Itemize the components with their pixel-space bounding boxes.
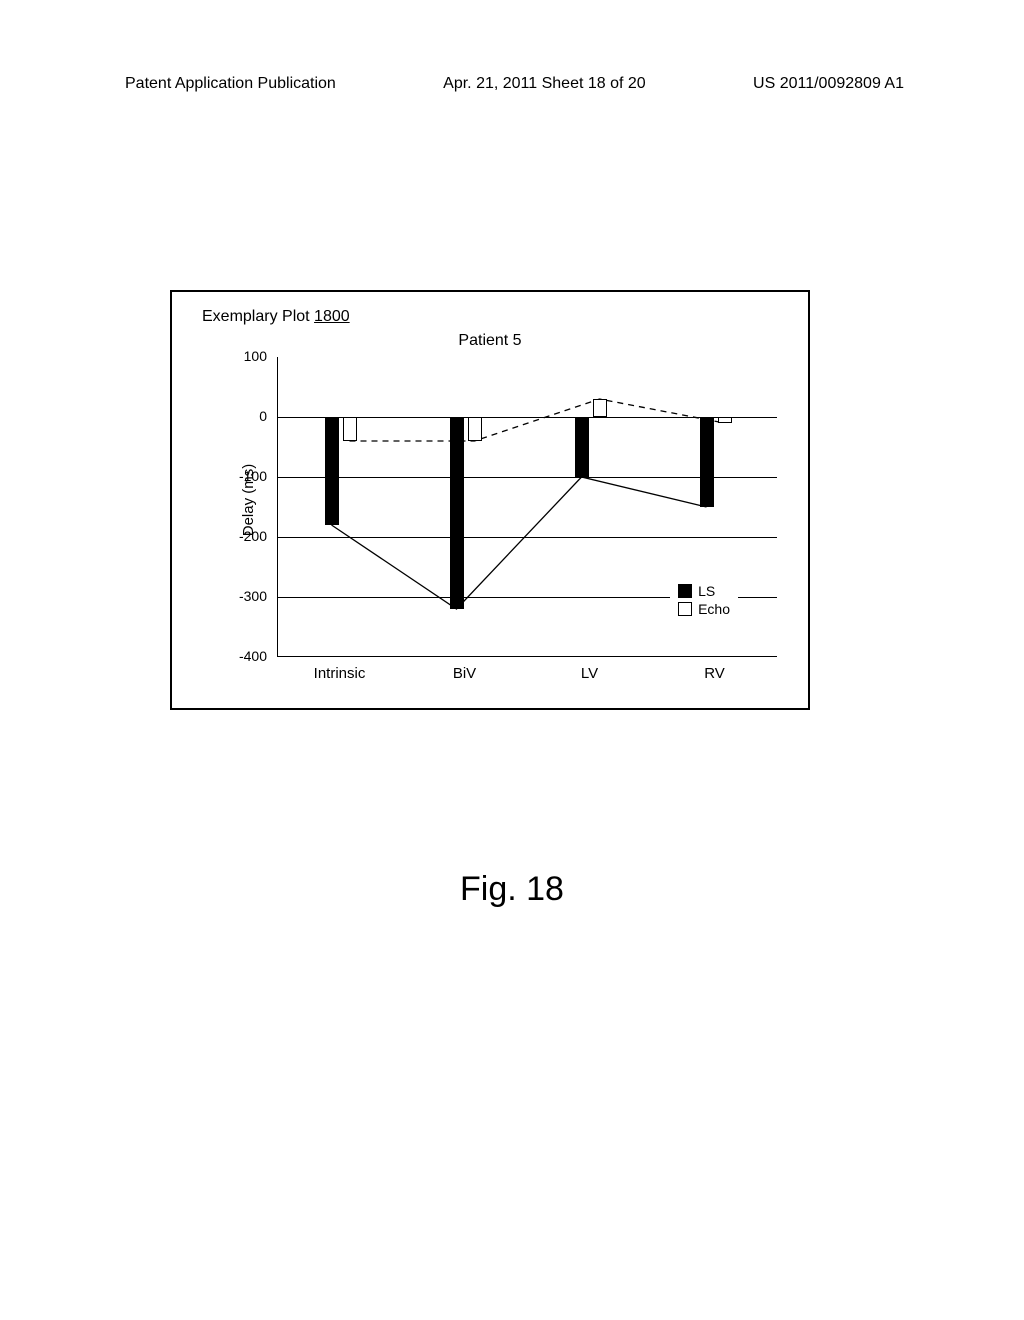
x-tick-label: Intrinsic bbox=[290, 665, 390, 682]
bar-ls bbox=[575, 417, 589, 477]
x-tick-label: LV bbox=[540, 665, 640, 682]
legend-swatch-outline-icon bbox=[678, 602, 692, 616]
legend-swatch-solid-icon bbox=[678, 584, 692, 598]
chart-container: Exemplary Plot 1800 Patient 5 Delay (ms)… bbox=[170, 290, 810, 710]
legend-item-ls: LS bbox=[678, 583, 730, 599]
y-tick-label: 100 bbox=[172, 348, 267, 364]
y-tick-label: -400 bbox=[172, 648, 267, 664]
plot-title-number: 1800 bbox=[314, 308, 350, 325]
chart-subtitle: Patient 5 bbox=[458, 332, 521, 350]
legend-item-echo: Echo bbox=[678, 601, 730, 617]
bar-ls bbox=[700, 417, 714, 507]
x-tick-label: BiV bbox=[415, 665, 515, 682]
plot-title-prefix: Exemplary Plot bbox=[202, 308, 314, 325]
figure-caption: Fig. 18 bbox=[460, 870, 564, 909]
page-header: Patent Application Publication Apr. 21, … bbox=[0, 75, 1024, 93]
bar-echo bbox=[593, 399, 607, 417]
bar-echo bbox=[718, 417, 732, 423]
plot-title: Exemplary Plot 1800 bbox=[202, 308, 350, 326]
y-tick-label: -300 bbox=[172, 588, 267, 604]
chart-legend: LS Echo bbox=[670, 577, 738, 623]
bar-echo bbox=[343, 417, 357, 441]
header-left: Patent Application Publication bbox=[125, 75, 336, 93]
y-tick-label: -100 bbox=[172, 468, 267, 484]
line-ls bbox=[332, 477, 707, 609]
line-echo bbox=[350, 399, 725, 441]
header-right: US 2011/0092809 A1 bbox=[753, 75, 904, 93]
y-tick-label: 0 bbox=[172, 408, 267, 424]
header-center: Apr. 21, 2011 Sheet 18 of 20 bbox=[443, 75, 646, 93]
bar-echo bbox=[468, 417, 482, 441]
y-tick-label: -200 bbox=[172, 528, 267, 544]
bar-ls bbox=[325, 417, 339, 525]
bar-ls bbox=[450, 417, 464, 609]
legend-label-ls: LS bbox=[698, 583, 715, 599]
legend-label-echo: Echo bbox=[698, 601, 730, 617]
x-tick-label: RV bbox=[665, 665, 765, 682]
